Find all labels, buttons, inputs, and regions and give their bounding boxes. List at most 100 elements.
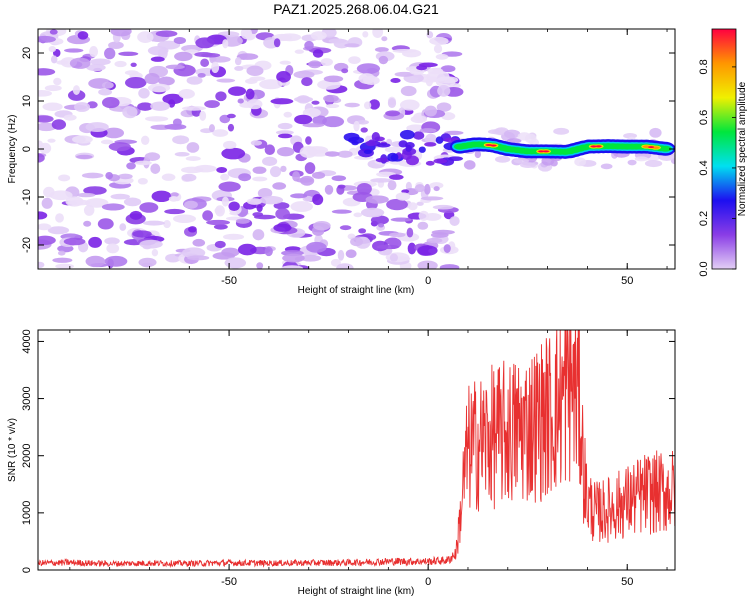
noise-blob bbox=[204, 100, 220, 108]
noise-blob bbox=[277, 122, 293, 130]
noise-blob bbox=[194, 52, 213, 58]
noise-blob bbox=[337, 150, 353, 158]
noise-blob bbox=[98, 88, 112, 96]
noise-blob bbox=[51, 119, 67, 130]
noise-blob bbox=[86, 63, 106, 72]
colorbar-tick-label: 0.0 bbox=[698, 261, 710, 276]
noise-blob bbox=[38, 261, 45, 268]
noise-blob bbox=[89, 45, 99, 58]
noise-blob bbox=[414, 184, 426, 193]
noise-blob bbox=[363, 101, 372, 110]
noise-blob bbox=[83, 204, 95, 216]
noise-blob bbox=[168, 99, 176, 108]
noise-blob bbox=[449, 216, 460, 226]
noise-blob bbox=[600, 163, 613, 170]
noise-blob bbox=[186, 76, 203, 85]
noise-blob bbox=[290, 193, 308, 199]
transition-blob bbox=[424, 142, 437, 147]
noise-blob bbox=[503, 129, 521, 139]
noise-blob bbox=[102, 81, 114, 89]
noise-blob bbox=[56, 60, 69, 65]
noise-blob bbox=[323, 94, 339, 103]
noise-blob bbox=[276, 71, 291, 83]
noise-blob bbox=[290, 201, 313, 212]
noise-blob bbox=[370, 215, 389, 225]
noise-blob bbox=[259, 195, 284, 205]
noise-blob bbox=[234, 66, 244, 71]
noise-blob bbox=[130, 62, 137, 67]
transition-blob bbox=[433, 158, 448, 164]
noise-blob bbox=[324, 184, 334, 195]
noise-blob bbox=[238, 243, 257, 256]
noise-blob bbox=[330, 258, 341, 267]
spectrogram-ticks: -50 0 50 -20 -10 0 10 20 bbox=[21, 29, 675, 287]
noise-blob bbox=[118, 173, 133, 180]
noise-blob bbox=[281, 265, 304, 269]
noise-blob bbox=[273, 38, 281, 48]
noise-blob bbox=[407, 242, 417, 255]
noise-blob bbox=[426, 70, 450, 82]
noise-blob bbox=[312, 194, 324, 206]
noise-blob bbox=[202, 210, 214, 221]
noise-blob bbox=[134, 160, 152, 166]
noise-blob bbox=[292, 171, 301, 182]
noise-blob bbox=[356, 63, 381, 74]
colorbar-tick-label: 0.4 bbox=[698, 160, 710, 175]
signal-track-blob bbox=[538, 150, 545, 153]
noise-blob bbox=[104, 255, 128, 267]
noise-blob bbox=[234, 57, 242, 66]
noise-blob bbox=[432, 204, 454, 210]
noise-blob bbox=[222, 39, 229, 49]
noise-blob bbox=[38, 35, 56, 43]
noise-blob bbox=[389, 232, 406, 238]
noise-blob bbox=[182, 106, 207, 111]
noise-blob bbox=[252, 176, 268, 182]
noise-blob bbox=[104, 47, 116, 60]
noise-blob bbox=[101, 203, 125, 211]
noise-blob bbox=[240, 29, 253, 40]
noise-blob bbox=[310, 31, 327, 41]
colorbar-gradient bbox=[712, 29, 736, 269]
colorbar-tick-label: 0.2 bbox=[698, 211, 710, 226]
noise-blob bbox=[151, 190, 172, 203]
noise-blob bbox=[170, 192, 179, 198]
noise-blob bbox=[178, 89, 195, 99]
spectrogram-xtick-label: -50 bbox=[221, 275, 237, 287]
noise-blob bbox=[259, 79, 283, 90]
noise-blob bbox=[311, 100, 320, 105]
noise-blob bbox=[299, 146, 318, 158]
noise-blob bbox=[76, 192, 96, 198]
noise-blob bbox=[323, 75, 344, 83]
transition-blob bbox=[413, 131, 425, 140]
noise-blob bbox=[55, 213, 64, 223]
colorbar-tick-label: 0.6 bbox=[698, 110, 710, 125]
noise-blob bbox=[85, 255, 106, 268]
noise-blob bbox=[38, 68, 56, 76]
noise-blob bbox=[283, 111, 293, 118]
noise-blob bbox=[63, 114, 77, 121]
noise-blob bbox=[390, 217, 412, 222]
noise-blob bbox=[293, 70, 315, 79]
noise-blob bbox=[150, 56, 165, 62]
noise-blob bbox=[238, 173, 252, 182]
noise-blob bbox=[83, 220, 92, 227]
noise-blob bbox=[139, 239, 163, 249]
noise-blob bbox=[39, 142, 52, 154]
noise-blob bbox=[426, 237, 443, 244]
noise-blob bbox=[88, 236, 102, 248]
noise-blob bbox=[400, 85, 417, 97]
noise-blob bbox=[162, 93, 184, 105]
colorbar-label: Normalized spectral amplitude bbox=[737, 81, 748, 216]
noise-blob bbox=[49, 190, 73, 201]
snr-ytick-label: 0 bbox=[21, 567, 33, 573]
noise-blob bbox=[47, 138, 56, 143]
noise-blob bbox=[252, 166, 267, 174]
noise-blob bbox=[81, 172, 104, 179]
noise-blob bbox=[279, 60, 292, 65]
noise-blob bbox=[378, 55, 389, 65]
noise-blob bbox=[385, 110, 401, 117]
noise-blob bbox=[211, 61, 220, 74]
snr-xlabel: Height of straight line (km) bbox=[298, 586, 415, 597]
